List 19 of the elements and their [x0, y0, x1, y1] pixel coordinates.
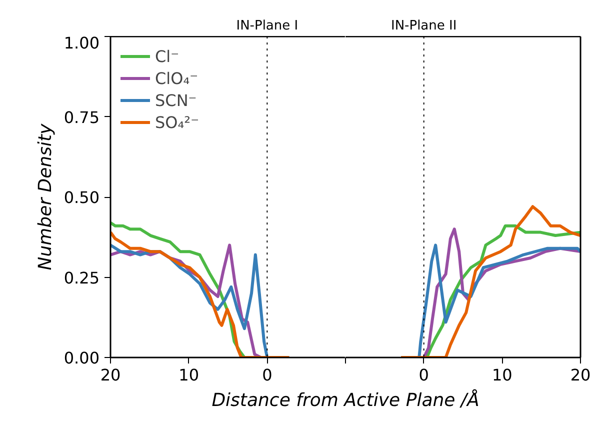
y-tick-label: 0.00 — [64, 348, 100, 368]
y-tick-label: 0.25 — [64, 268, 100, 288]
y-axis-title: Number Density — [34, 123, 56, 270]
x-tick-label: 10 — [492, 366, 512, 384]
y-tick-label: 0.50 — [64, 188, 100, 207]
x-tick-label: 10 — [178, 366, 200, 384]
x-tick-label: 20 — [100, 366, 121, 384]
x-tick-label: 0 — [262, 366, 272, 384]
ref-line-label: IN-Plane II — [390, 18, 457, 34]
ref-line-label: IN-Plane I — [236, 18, 298, 34]
x-axis-title: Distance from Active Plane /Å — [212, 389, 480, 411]
x-tick-label: 20 — [570, 366, 591, 384]
legend-label: ClO₄⁻ — [155, 68, 198, 88]
x-tick-label: 0 — [418, 366, 429, 384]
y-tick-label: 1.00 — [64, 34, 100, 52]
y-tick-label: 0.75 — [64, 108, 100, 127]
legend-label: Cl⁻ — [155, 46, 180, 66]
legend-label: SCN⁻ — [155, 90, 197, 110]
legend-label: SO₄²⁻ — [155, 112, 200, 132]
